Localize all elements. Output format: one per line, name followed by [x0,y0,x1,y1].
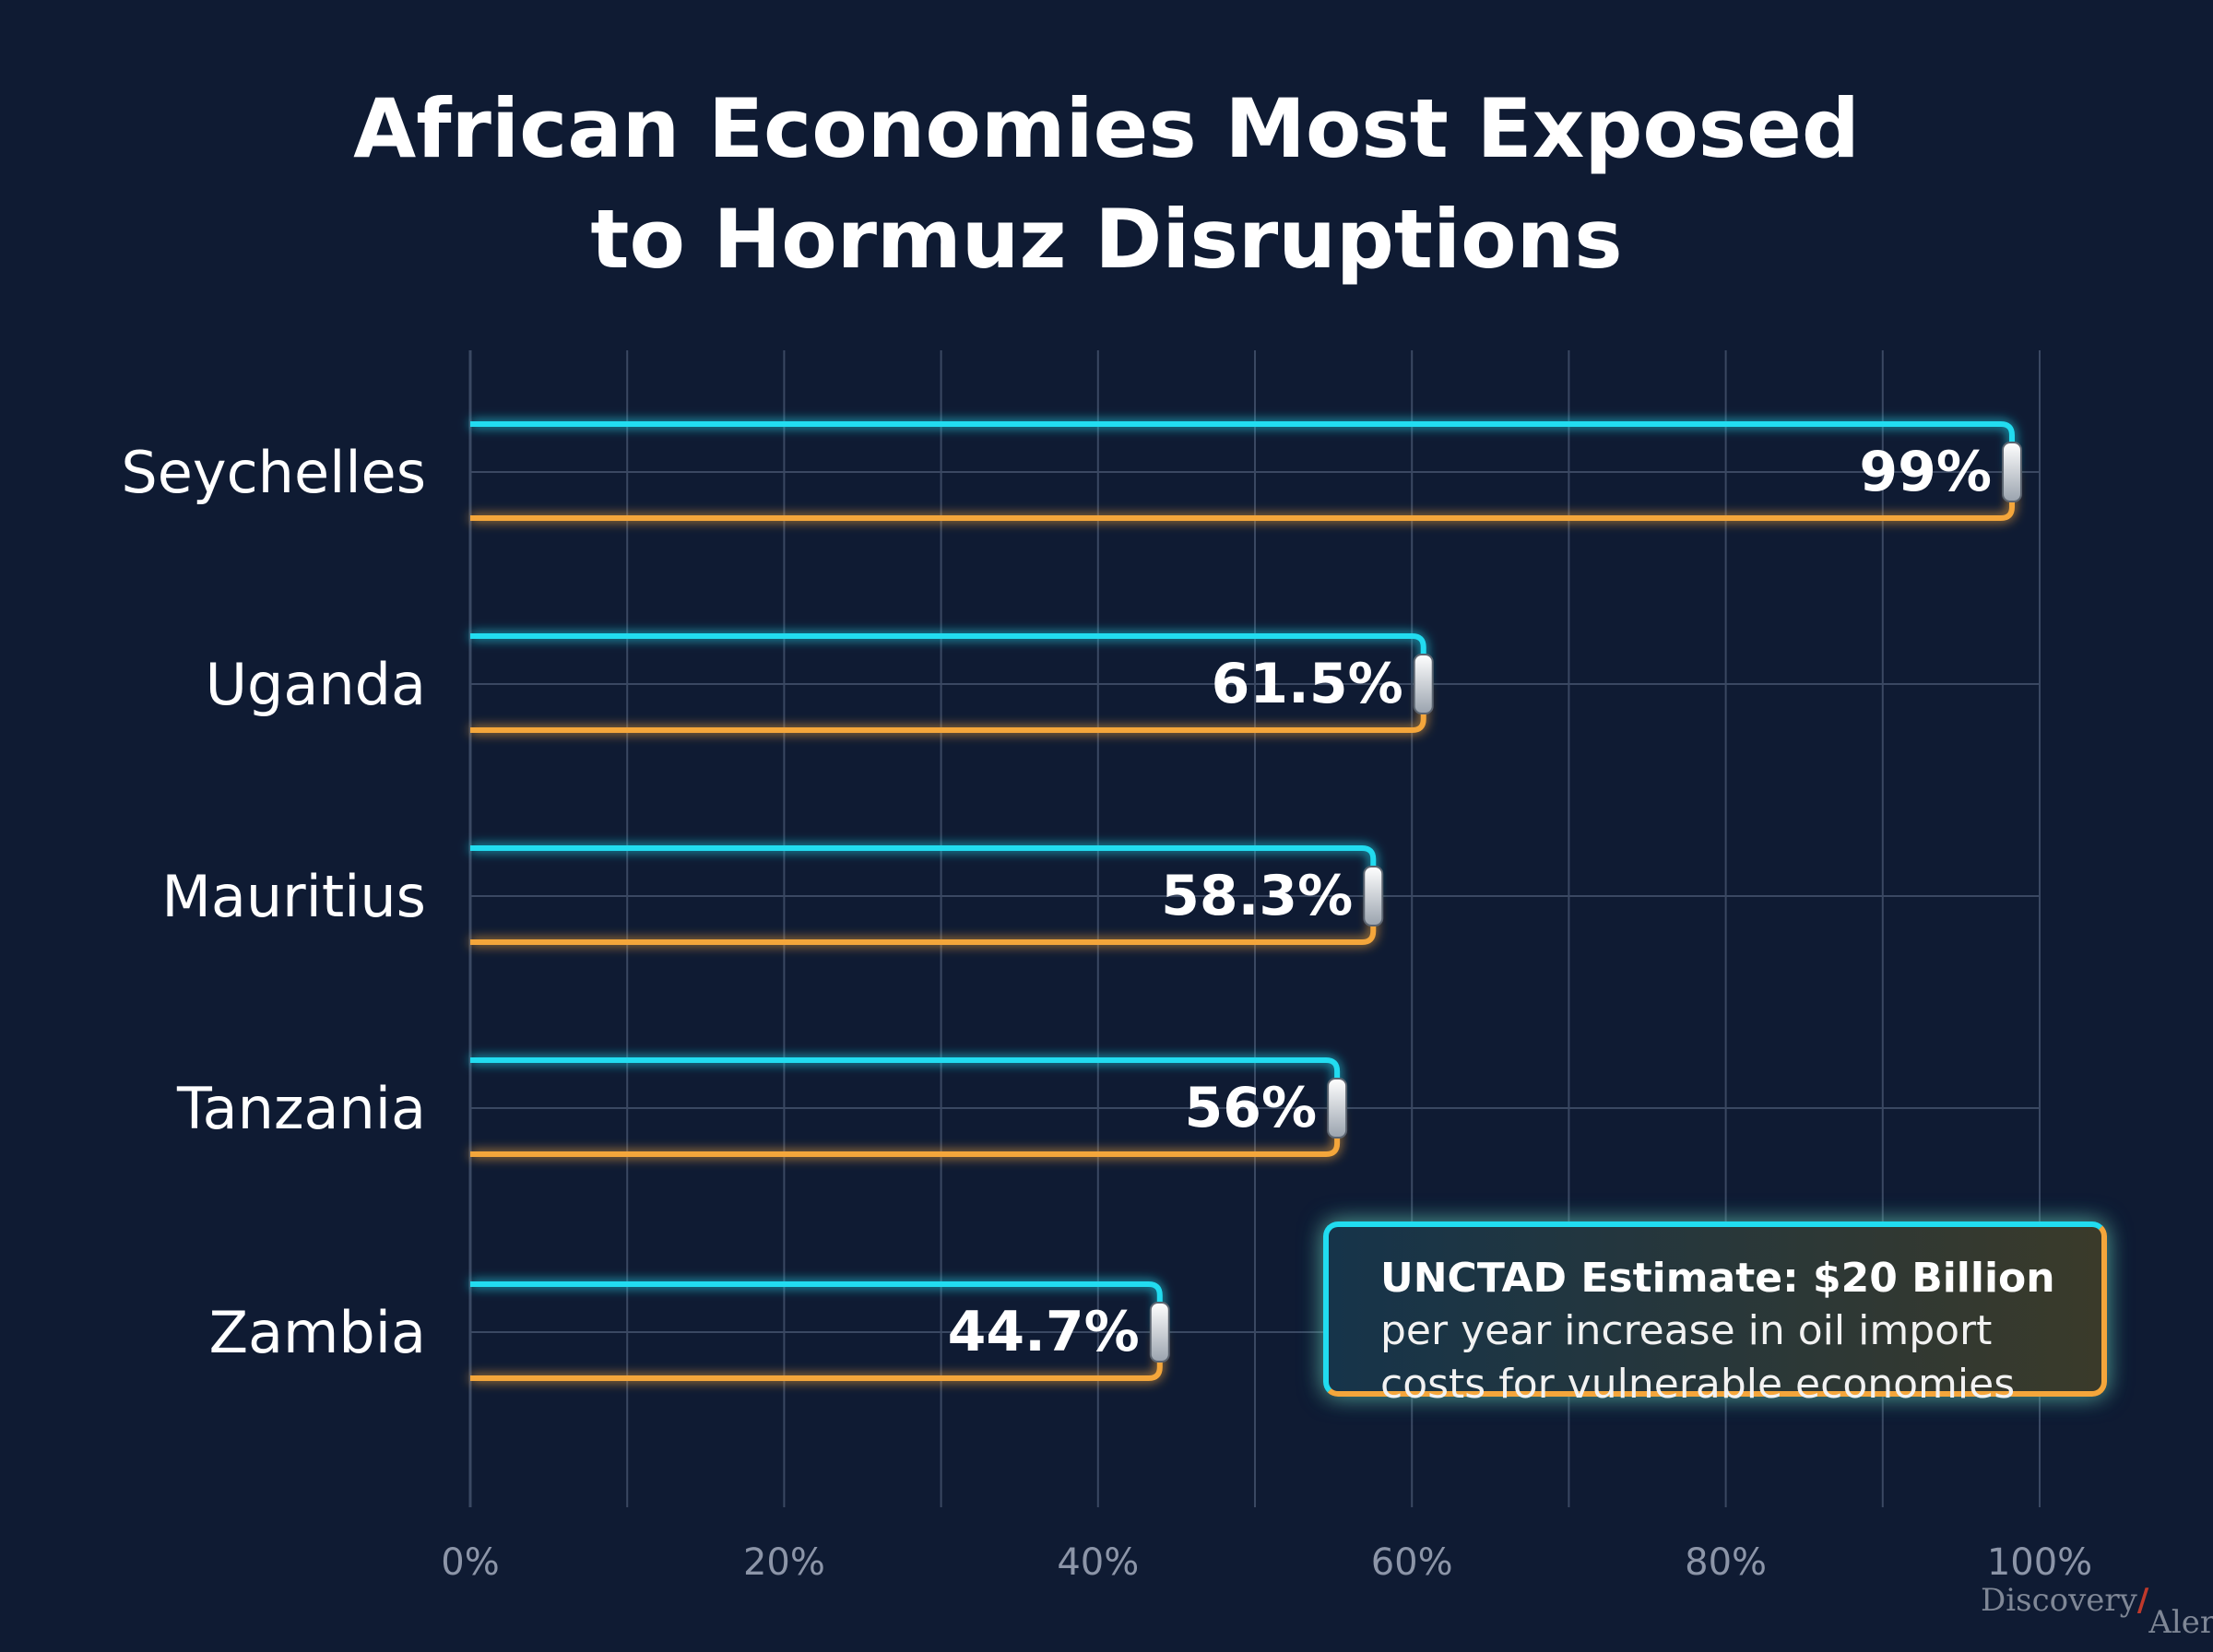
x-tick-label: 60% [1371,1541,1453,1584]
bar-group [456,1057,1348,1157]
category-label: Mauritius [161,863,426,930]
bar-frame-top [470,421,2015,472]
x-tick-label: 0% [441,1541,499,1584]
bar-end-cap [1149,1302,1170,1363]
bar-frame-top [470,633,1426,684]
bar-group [456,1281,1170,1381]
bar-frame-top [470,1057,1341,1108]
watermark-part-1: Discovery [1981,1582,2137,1619]
callout-headline: UNCTAD Estimate: $20 Billion [1380,1255,2055,1302]
bar-end-cap [1363,866,1384,926]
bar-frame-bottom [470,1332,1163,1381]
unctad-callout-box: UNCTAD Estimate: $20 Billion per year in… [1323,1221,2107,1408]
bar-group [456,845,1384,945]
chart-title-line-2: to Hormuz Disruptions [590,192,1623,287]
category-label: Tanzania [176,1075,426,1142]
watermark-part-2: Alert [2148,1604,2213,1641]
bar-end-cap [1327,1078,1348,1139]
bar-value-label: 44.7% [948,1300,1140,1364]
chart-title-line-1: African Economies Most Exposed [353,81,1860,176]
bar-frame-bottom [470,896,1377,945]
bar-value-label: 58.3% [1161,864,1353,928]
bar-frame-bottom [470,1108,1341,1157]
bar-frame-top [470,1281,1163,1332]
bar-value-label: 56% [1184,1076,1317,1140]
x-tick-label: 80% [1685,1541,1767,1584]
brand-watermark: Discovery/Alert [1981,1582,2213,1641]
category-label: Seychelles [121,439,426,506]
bar-group [456,633,1434,733]
x-tick-label: 20% [743,1541,825,1584]
bar-value-label: 61.5% [1212,652,1403,716]
callout-line-1: per year increase in oil import [1380,1307,1993,1354]
bar-group [456,421,2022,521]
category-label: Zambia [209,1299,426,1366]
callout-line-2: costs for vulnerable economies [1380,1361,2016,1408]
x-tick-label: 100% [1987,1541,2092,1584]
bar-end-cap [2001,442,2022,502]
chart-title: African Economies Most Exposed to Hormuz… [0,74,2213,295]
bar-value-label: 99% [1859,440,1992,504]
bar-frame-bottom [470,472,2015,521]
bar-end-cap [1413,654,1434,714]
x-tick-label: 40% [1057,1541,1139,1584]
category-label: Uganda [206,651,426,718]
bar-frame-bottom [470,684,1426,733]
bar-frame-top [470,845,1377,896]
watermark-slash-icon: / [2136,1582,2149,1619]
